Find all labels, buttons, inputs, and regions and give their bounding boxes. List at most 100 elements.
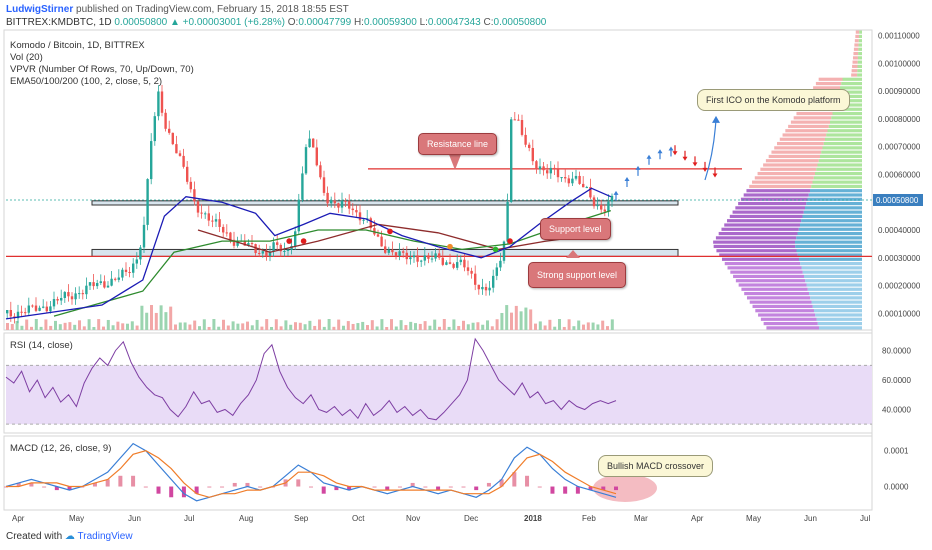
candle-body [236, 240, 239, 246]
projection-up-arrow-head [613, 190, 619, 195]
vpvr-bar-buy [828, 124, 862, 129]
tradingview-brand-link[interactable]: TradingView [77, 531, 133, 542]
rsi-panel-title[interactable]: RSI (14, close) [10, 340, 73, 351]
volume-bar [342, 325, 345, 330]
author-link[interactable]: LudwigStirner [6, 4, 74, 15]
resistance-line-callout[interactable]: Resistance line [418, 133, 498, 155]
candle-body [596, 204, 599, 207]
vpvr-bar-sell [793, 116, 832, 120]
candle-body [106, 285, 110, 288]
candle-body [135, 259, 138, 264]
candle-body [196, 201, 200, 213]
candle-body [150, 141, 153, 180]
volume-bar [34, 319, 38, 330]
support-level-callout[interactable]: Support level [540, 218, 611, 240]
candle-body [132, 263, 135, 273]
vpvr-bar-sell [774, 146, 823, 150]
vpvr-bar-buy [817, 321, 862, 326]
volume-bar [524, 307, 528, 330]
price-change: ▲ +0.00003001 (+6.28%) [169, 17, 285, 28]
legend-title[interactable]: Komodo / Bitcoin, 1D, BITTREX [10, 40, 145, 51]
strong-support-callout[interactable]: Strong support level [528, 262, 627, 288]
vpvr-bar-sell [718, 231, 798, 236]
volume-bar [322, 326, 326, 330]
macd-histogram-bar [245, 482, 250, 487]
candle-body [294, 231, 297, 246]
current-price-badge [873, 194, 923, 206]
candle-body [459, 259, 462, 263]
vpvr-bar-sell [730, 270, 803, 274]
candle-body [254, 244, 257, 254]
candle-body [517, 119, 520, 121]
macd-histogram-bar [525, 475, 530, 487]
volume-bar [466, 324, 470, 330]
candle-body [315, 147, 318, 166]
price-tick-label: 0.00100000 [878, 59, 921, 68]
candle-body [344, 200, 347, 202]
candle-body [139, 247, 142, 260]
volume-bar [226, 325, 230, 330]
vpvr-bar-sell [719, 253, 798, 257]
volume-bar [442, 319, 446, 330]
volume-bar [337, 319, 341, 330]
volume-bar [558, 319, 561, 330]
volume-bar [63, 322, 67, 330]
volume-bar [490, 326, 494, 330]
legend-vpvr[interactable]: VPVR (Number Of Rows, 70, Up/Down, 70) [10, 64, 194, 75]
macd-crossover-callout[interactable]: Bullish MACD crossover [598, 455, 714, 477]
candle-body [182, 155, 185, 167]
candle-body [175, 144, 178, 154]
volume-bar [284, 320, 288, 330]
vpvr-bar-sell [796, 111, 833, 116]
ico-callout[interactable]: First ICO on the Komodo platform [697, 89, 850, 111]
macd-histogram-bar [410, 482, 415, 487]
candle-body [326, 192, 329, 204]
candle-body [492, 275, 495, 288]
legend-ema[interactable]: EMA50/100/200 (100, 2, close, 5, 2) [10, 76, 163, 87]
candle-body [312, 138, 315, 148]
volume-bar [332, 326, 336, 330]
candle-body [70, 296, 74, 300]
candle-body [88, 282, 92, 286]
projection-up-arrow-head [624, 177, 630, 181]
macd-histogram-bar [436, 486, 441, 491]
candle-body [24, 312, 27, 314]
vpvr-bar-sell [763, 163, 818, 167]
candle-body [538, 166, 542, 170]
vpvr-bar-sell [755, 309, 814, 313]
candle-body [574, 175, 578, 179]
rsi-tick-label: 40.0000 [882, 405, 911, 414]
macd-histogram-bar [169, 486, 174, 498]
vpvr-bar-buy [825, 137, 862, 141]
macd-histogram-bar [232, 482, 237, 487]
candle-body [420, 260, 423, 262]
candle-body [524, 134, 527, 145]
vpvr-bar-sell [749, 184, 812, 189]
vpvr-bar-sell [724, 261, 801, 266]
vpvr-bar-buy [800, 223, 862, 227]
macd-histogram-bar [334, 486, 339, 491]
volume-bar [44, 319, 48, 330]
volume-bar [150, 305, 153, 330]
vpvr-bar-buy [857, 56, 862, 60]
volume-bar [183, 322, 187, 330]
axes: 0.00110000 0.00100000 0.00090000 0.00080000… [12, 32, 923, 523]
volume-bar [73, 324, 77, 330]
candle-body [225, 232, 228, 234]
macd-panel-title[interactable]: MACD (12, 26, close, 9) [10, 443, 112, 454]
volume-bar [212, 319, 216, 330]
projection-down-arrow-head [672, 151, 678, 156]
ema-cross-marker [286, 238, 293, 244]
volume-bar [6, 323, 9, 330]
vpvr-bar-buy [841, 81, 862, 86]
vpvr-bar-sell [743, 193, 809, 197]
legend-vol[interactable]: Vol (20) [10, 52, 43, 63]
volume-bar [154, 312, 158, 330]
volume-bar [462, 320, 465, 330]
volume-bar [500, 312, 504, 330]
volume-bar [548, 319, 552, 330]
vpvr-bar-buy [808, 193, 862, 197]
vpvr-bar-sell [851, 69, 858, 73]
candle-body [250, 243, 254, 245]
